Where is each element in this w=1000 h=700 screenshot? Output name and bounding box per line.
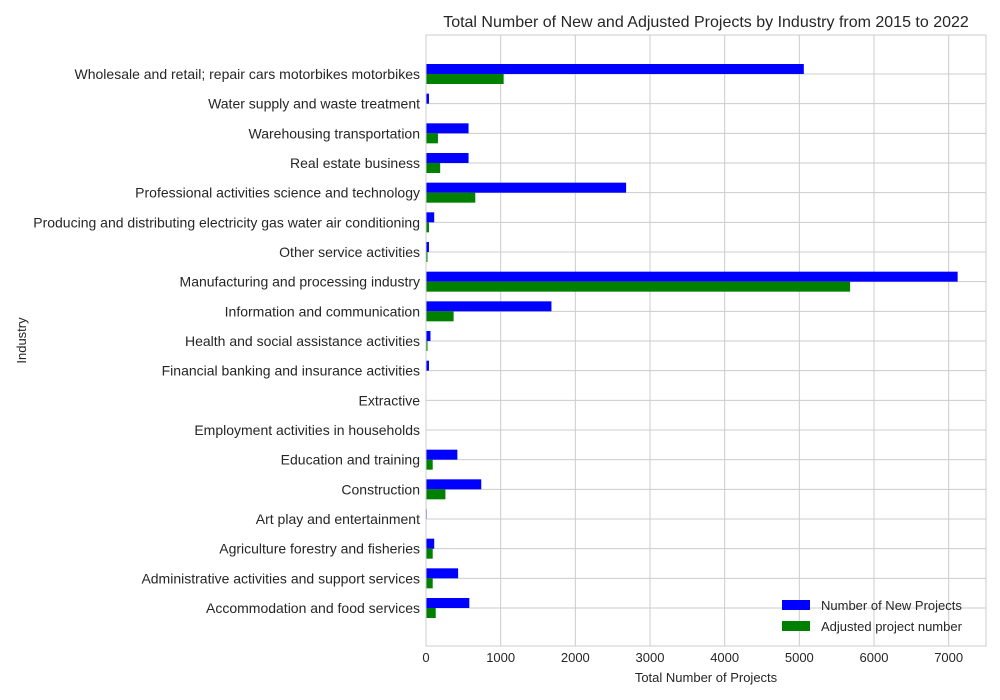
bar-new-projects	[426, 479, 482, 490]
bar-adjusted-projects	[426, 222, 429, 233]
x-tick-label: 3000	[636, 650, 665, 665]
bar-new-projects	[426, 64, 804, 74]
bar-adjusted-projects	[426, 133, 438, 144]
legend-label: Adjusted project number	[821, 619, 963, 634]
x-tick-label: 1000	[486, 650, 515, 665]
y-tick-labels: Wholesale and retail; repair cars motorb…	[33, 66, 420, 616]
y-tick-label: Other service activities	[279, 244, 420, 260]
x-tick-label: 7000	[934, 650, 963, 665]
y-tick-label: Warehousing transportation	[249, 125, 420, 141]
bars	[426, 64, 958, 618]
bar-new-projects	[426, 331, 431, 341]
legend-swatch	[782, 600, 810, 610]
y-tick-label: Producing and distributing electricity g…	[33, 214, 420, 230]
bar-adjusted-projects	[426, 252, 428, 262]
x-tick-label: 6000	[860, 650, 889, 665]
y-tick-label: Real estate business	[290, 155, 420, 171]
y-axis-title: Industry	[14, 317, 29, 364]
bar-new-projects	[426, 271, 958, 282]
legend-label: Number of New Projects	[821, 598, 962, 613]
x-tick-label: 2000	[561, 650, 590, 665]
bar-adjusted-projects	[426, 311, 454, 322]
y-tick-label: Health and social assistance activities	[185, 333, 420, 349]
bar-adjusted-projects	[426, 548, 433, 559]
y-tick-label: Education and training	[281, 452, 420, 468]
x-tick-label: 0	[422, 650, 429, 665]
bar-adjusted-projects	[426, 74, 504, 84]
bar-adjusted-projects	[426, 341, 428, 351]
bar-new-projects	[426, 598, 470, 608]
bar-new-projects	[426, 123, 469, 134]
bar-new-projects	[426, 153, 469, 163]
y-tick-label: Accommodation and food services	[206, 600, 420, 616]
bar-adjusted-projects	[426, 489, 446, 500]
bar-adjusted-projects	[426, 281, 851, 292]
x-tick-labels: 0 1000 2000 3000 4000 5000 6000 7000	[422, 650, 963, 665]
bar-new-projects	[426, 568, 459, 579]
y-tick-label: Professional activities science and tech…	[135, 185, 420, 201]
legend-swatch	[782, 621, 810, 631]
bar-new-projects	[426, 301, 552, 312]
y-tick-label: Agriculture forestry and fisheries	[219, 541, 420, 557]
bar-adjusted-projects	[426, 163, 441, 173]
plot-area-frame	[425, 34, 987, 647]
bar-adjusted-projects	[426, 608, 436, 618]
bar-adjusted-projects	[426, 578, 433, 589]
bar-new-projects	[426, 360, 429, 371]
bar-new-projects	[426, 93, 429, 104]
legend: Number of New Projects Adjusted project n…	[782, 598, 963, 634]
bar-new-projects	[426, 538, 435, 549]
bar-new-projects	[426, 182, 627, 193]
bar-adjusted-projects	[426, 192, 476, 203]
bar-adjusted-projects	[426, 459, 433, 470]
y-tick-label: Extractive	[359, 392, 421, 408]
y-tick-label: Art play and entertainment	[256, 511, 420, 527]
y-tick-label: Administrative activities and support se…	[141, 570, 420, 586]
bar-new-projects	[426, 242, 429, 252]
bar-new-projects	[426, 449, 458, 460]
y-tick-label: Water supply and waste treatment	[208, 96, 420, 112]
bar-new-projects	[426, 212, 435, 223]
chart-title: Total Number of New and Adjusted Project…	[443, 14, 969, 31]
y-tick-label: Information and communication	[225, 303, 420, 319]
x-tick-label: 4000	[710, 650, 739, 665]
y-tick-label: Employment activities in households	[194, 422, 420, 438]
x-axis-title: Total Number of Projects	[635, 670, 778, 685]
y-tick-label: Manufacturing and processing industry	[180, 274, 420, 290]
x-tick-label: 5000	[785, 650, 814, 665]
y-tick-label: Wholesale and retail; repair cars motorb…	[75, 66, 420, 82]
y-tick-label: Financial banking and insurance activiti…	[162, 363, 420, 379]
grid-lines	[425, 35, 986, 646]
y-tick-label: Construction	[341, 481, 420, 497]
